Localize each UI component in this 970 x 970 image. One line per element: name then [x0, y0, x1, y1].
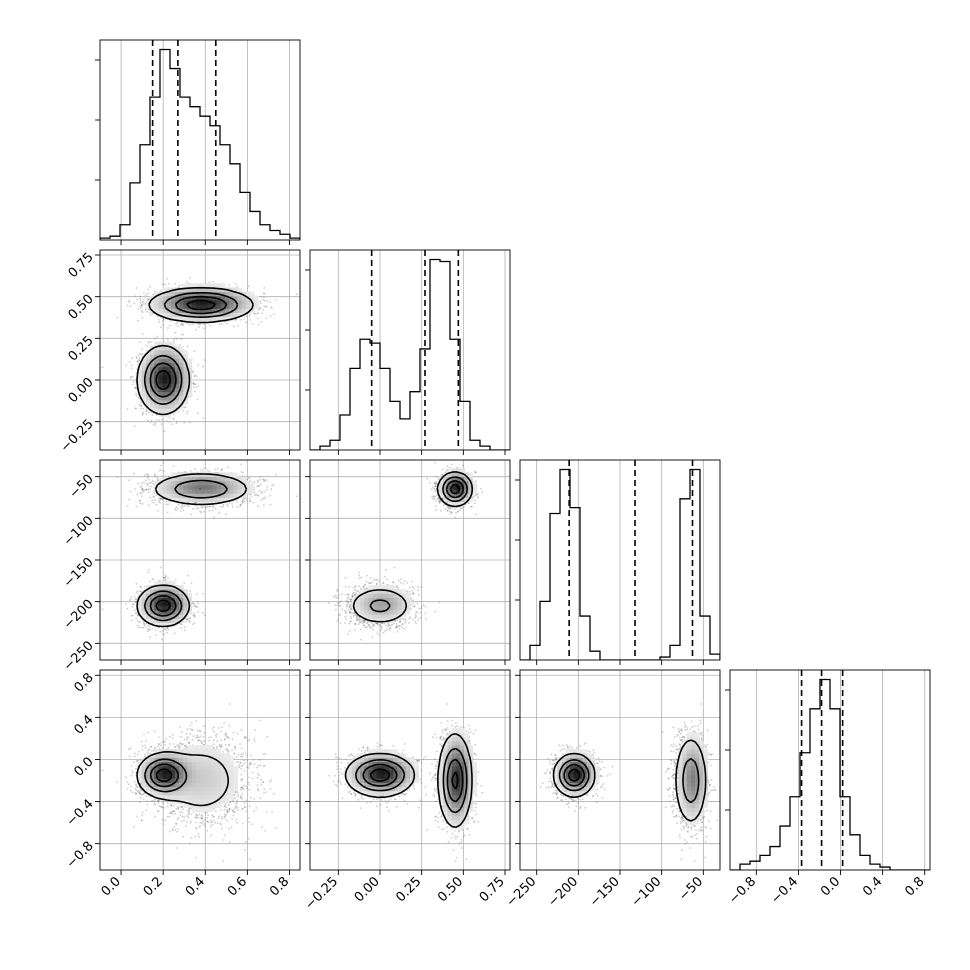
quantile-lines-3 — [800, 670, 844, 870]
y-tick-label: 0.50 — [66, 292, 97, 323]
y-tick-label: −250 — [61, 638, 97, 674]
histogram-3 — [730, 678, 930, 870]
density-panel-2-1 — [309, 459, 511, 661]
y-tick-label: −0.4 — [64, 797, 97, 830]
histogram-0 — [100, 48, 300, 240]
x-tick-label: 0.6 — [225, 874, 250, 899]
x-tick-label: −150 — [587, 874, 623, 910]
contours-3-2 — [552, 739, 707, 822]
x-tick-label: −50 — [676, 874, 706, 904]
density-panel-3-1 — [309, 669, 511, 871]
x-tick-label: 0.2 — [141, 874, 166, 899]
density-shade-1-0 — [137, 283, 259, 418]
x-tick-label: 0.8 — [267, 874, 292, 899]
contours-3-0 — [136, 751, 229, 807]
y-tick-label: 0.8 — [71, 670, 96, 695]
x-tick-label: −200 — [545, 874, 581, 910]
y-tick-label: 0.00 — [66, 375, 97, 406]
x-tick-label: 0.50 — [435, 874, 466, 905]
y-tick-label: −0.8 — [64, 839, 97, 872]
x-tick-label: 0.00 — [352, 874, 383, 905]
y-tick-label: −150 — [61, 555, 97, 591]
histogram-2 — [520, 468, 720, 660]
x-tick-label: −100 — [629, 874, 665, 910]
x-tick-label: 0.25 — [393, 874, 424, 905]
x-tick-label: −250 — [504, 874, 540, 910]
histogram-panel-3 — [725, 669, 931, 871]
y-tick-labels: −0.25 0.00 0.25 0.50 0.75 −250 −200 −150 −100 −50… — [58, 250, 97, 872]
x-tick-label: 0.0 — [818, 874, 843, 899]
x-tick-label: 0.0 — [99, 874, 124, 899]
contours-2-1 — [352, 471, 474, 623]
density-panel-2-0 — [99, 459, 301, 661]
quantile-lines-2 — [568, 460, 694, 660]
y-tick-label: −200 — [61, 597, 97, 633]
histogram-panel-1 — [305, 249, 511, 451]
contours-2-0 — [136, 473, 248, 628]
contours-3-1 — [344, 733, 473, 829]
density-shade-3-2 — [553, 732, 708, 825]
density-panel-3-2 — [519, 669, 721, 871]
density-shade-3-1 — [343, 728, 478, 829]
y-tick-label: 0.4 — [71, 712, 96, 737]
x-tick-label: −0.4 — [768, 874, 801, 907]
histogram-panel-0 — [95, 39, 301, 241]
y-tick-label: −100 — [61, 513, 97, 549]
x-tick-label: −0.8 — [726, 874, 759, 907]
histogram-1 — [310, 258, 510, 450]
density-panel-1-0 — [99, 249, 301, 451]
y-tick-label: −0.25 — [58, 417, 97, 456]
quantile-lines-1 — [370, 250, 460, 450]
y-tick-label: 0.75 — [66, 250, 97, 281]
quantile-lines-0 — [151, 40, 217, 240]
density-panel-3-0 — [99, 669, 301, 871]
y-tick-label: 0.0 — [71, 755, 96, 780]
y-tick-label: −50 — [67, 472, 97, 502]
x-tick-labels: 0.0 0.2 0.4 0.6 0.8 −0.25 0.00 0.25 0.50 0.75−250… — [99, 874, 928, 913]
x-tick-label: 0.75 — [477, 874, 508, 905]
y-tick-label: 0.25 — [66, 333, 97, 364]
x-tick-label: 0.4 — [860, 874, 885, 899]
x-tick-label: −0.25 — [302, 874, 341, 913]
contours-1-0 — [136, 286, 254, 416]
x-tick-label: 0.4 — [183, 874, 208, 899]
histogram-panel-2 — [515, 459, 721, 661]
density-shade-2-0 — [137, 468, 255, 628]
x-tick-label: 0.8 — [902, 874, 927, 899]
